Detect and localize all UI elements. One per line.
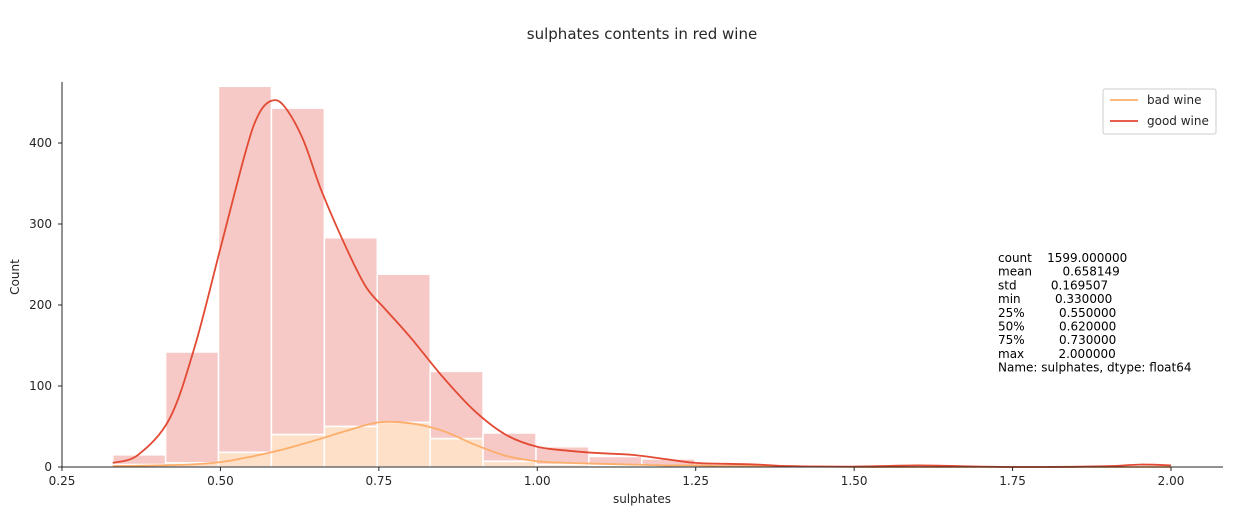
x-tick-label: 1.00 — [524, 474, 551, 488]
legend-label: good wine — [1147, 114, 1209, 128]
legend: bad wine good wine — [1102, 88, 1217, 135]
x-tick-label: 0.50 — [207, 474, 234, 488]
y-axis-label: Count — [8, 259, 22, 295]
bar-good-wine — [323, 237, 379, 428]
stats-line: mean 0.658149 — [998, 265, 1120, 279]
x-tick-label: 1.50 — [841, 474, 868, 488]
x-tick-label: 0.25 — [49, 474, 76, 488]
axis-ticks: 0.25 0.50 0.75 1.00 1.25 1.50 1.75 2.00 0 100 200 3… — [29, 136, 1184, 488]
stats-line: 50% 0.620000 — [998, 320, 1116, 334]
legend-label: bad wine — [1147, 93, 1202, 107]
stats-line: Name: sulphates, dtype: float64 — [998, 361, 1192, 375]
x-tick-label: 2.00 — [1158, 474, 1185, 488]
bar-good-wine — [270, 107, 326, 436]
kde-line-good-wine — [112, 99, 1172, 468]
chart-title: sulphates contents in red wine — [527, 25, 757, 43]
bar-bad-wine — [323, 425, 379, 468]
x-axis-label: sulphates — [613, 492, 671, 506]
bar-bad-wine — [482, 460, 537, 468]
x-tick-label: 0.75 — [365, 474, 392, 488]
bar-good-wine — [164, 351, 220, 464]
y-tick-label: 300 — [29, 217, 52, 231]
x-tick-label: 1.75 — [999, 474, 1026, 488]
bar-good-wine — [376, 273, 431, 424]
bar-good-wine — [111, 454, 167, 466]
bar-bad-wine — [376, 421, 431, 468]
stats-line: min 0.330000 — [998, 292, 1112, 306]
stats-line: 25% 0.550000 — [998, 306, 1116, 320]
x-tick-label: 1.25 — [682, 474, 709, 488]
bar-good-wine — [217, 85, 273, 454]
y-tick-label: 0 — [44, 460, 52, 474]
stats-line: count 1599.000000 — [998, 251, 1127, 265]
histogram-bars — [111, 85, 1172, 468]
y-tick-label: 400 — [29, 136, 52, 150]
y-tick-label: 200 — [29, 298, 52, 312]
bar-bad-wine — [429, 437, 484, 468]
stats-line: max 2.000000 — [998, 347, 1116, 361]
stats-line: 75% 0.730000 — [998, 333, 1116, 347]
stats-line: std 0.169507 — [998, 278, 1108, 292]
y-tick-label: 100 — [29, 379, 52, 393]
